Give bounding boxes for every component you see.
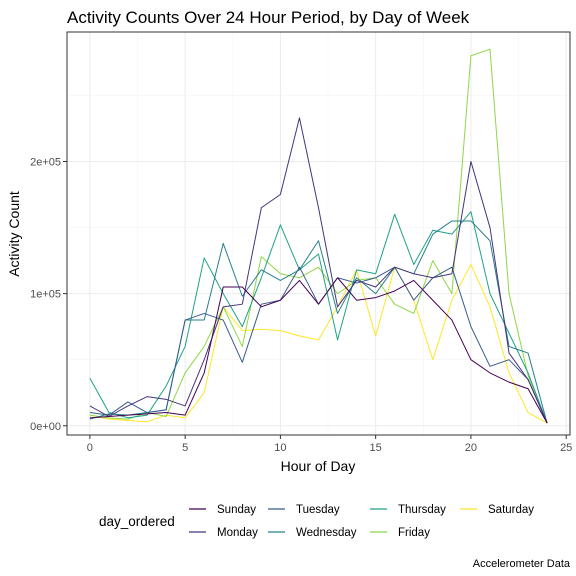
legend-label-friday: Friday — [398, 527, 430, 539]
y-axis: 0e+00 1e+05 2e+05 — [30, 156, 67, 433]
series-layer — [89, 48, 548, 424]
grid — [67, 32, 570, 435]
series-line-friday — [89, 48, 548, 424]
legend-title: day_ordered — [99, 514, 175, 529]
x-axis: 0 5 10 15 20 25 — [87, 435, 572, 454]
legend-label-sunday: Sunday — [217, 504, 256, 516]
y-tick-label: 0e+00 — [30, 421, 61, 433]
series-line-thursday — [89, 211, 548, 424]
y-tick-label: 1e+05 — [30, 289, 61, 301]
x-tick-label: 20 — [465, 442, 477, 454]
legend-label-monday: Monday — [217, 527, 258, 539]
caption: Accelerometer Data — [473, 558, 571, 570]
x-tick-label: 25 — [560, 442, 572, 454]
x-axis-title: Hour of Day — [281, 458, 356, 474]
legend-label-wednesday: Wednesday — [296, 527, 357, 539]
series-line-saturday — [89, 264, 548, 424]
series-line-sunday — [89, 277, 548, 424]
legend-label-tuesday: Tuesday — [296, 504, 340, 516]
x-tick-label: 10 — [274, 442, 286, 454]
y-axis-title: Activity Count — [6, 191, 22, 277]
x-tick-label: 15 — [370, 442, 382, 454]
x-tick-label: 0 — [87, 442, 93, 454]
panel-border — [66, 31, 571, 436]
chart-title: Activity Counts Over 24 Hour Period, by … — [67, 8, 470, 27]
x-tick-label: 5 — [182, 442, 188, 454]
series-line-tuesday — [89, 266, 548, 424]
legend-label-thursday: Thursday — [398, 504, 446, 516]
y-tick-label: 2e+05 — [30, 156, 61, 168]
series-line-wednesday — [89, 220, 548, 424]
legend-label-saturday: Saturday — [488, 504, 534, 516]
series-line-monday — [89, 117, 548, 424]
legend: day_ordered Sunday Monday Tuesday Wednesday… — [99, 504, 534, 539]
